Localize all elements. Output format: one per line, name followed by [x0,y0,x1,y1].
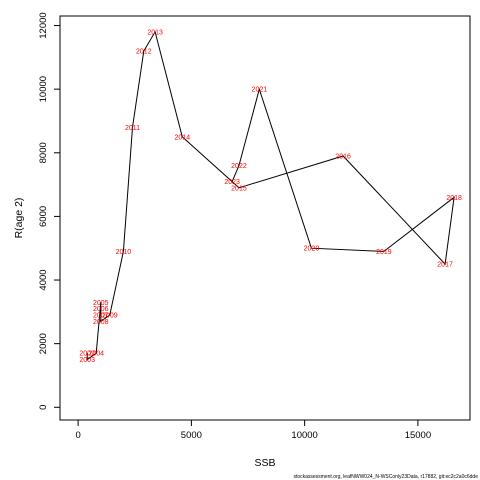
data-point-label: 2005 [93,300,109,307]
y-tick-label: 0 [38,405,49,410]
x-tick-label: 10000 [291,430,317,441]
data-point-label: 2010 [116,249,132,256]
x-tick-label: 0 [75,430,80,441]
data-point-label: 2003 [79,357,95,364]
y-axis-title: R(age 2) [13,198,25,239]
data-point-label: 2022 [231,163,247,170]
data-point-label: 2014 [175,134,191,141]
x-tick-label: 5000 [181,430,202,441]
data-point-label: 2018 [446,195,462,202]
series-line [86,30,455,361]
data-point-label: 2008 [93,319,109,326]
axes: 0 5000 10000 15000 0 2000 4000 6000 8000 10000 120… [38,12,431,441]
data-point-label: 2009 [102,313,118,320]
data-point-label: 2011 [125,125,140,132]
y-tick-label: 6000 [38,206,49,227]
y-tick-label: 12000 [38,12,49,38]
data-point-label: 2023 [224,179,240,186]
data-point-label: 2015 [231,185,247,192]
y-tick-label: 4000 [38,269,49,290]
data-point-label: 2012 [136,48,152,55]
data-point-label: 2007 [93,313,109,320]
x-tick-label: 15000 [405,430,431,441]
y-tick-label: 8000 [38,142,49,163]
y-tick-label: 2000 [38,333,49,354]
x-axis-title: SSB [254,457,275,469]
data-point-label: 2021 [252,87,268,94]
footer-note: stockassessment.org, leafNWW024_N-WSConl… [293,474,478,480]
data-point-label: 2019 [376,249,392,256]
data-point-label: 2017 [437,262,453,269]
data-point-label: 2004 [88,351,104,358]
data-point-label: 2006 [93,306,109,313]
y-tick-label: 10000 [38,76,49,102]
data-point-label: 2002 [79,351,95,358]
data-point-label: 2013 [147,29,163,36]
data-point-label: 2020 [304,246,320,253]
plot-frame [59,15,471,421]
data-point-label: 2016 [335,153,351,160]
